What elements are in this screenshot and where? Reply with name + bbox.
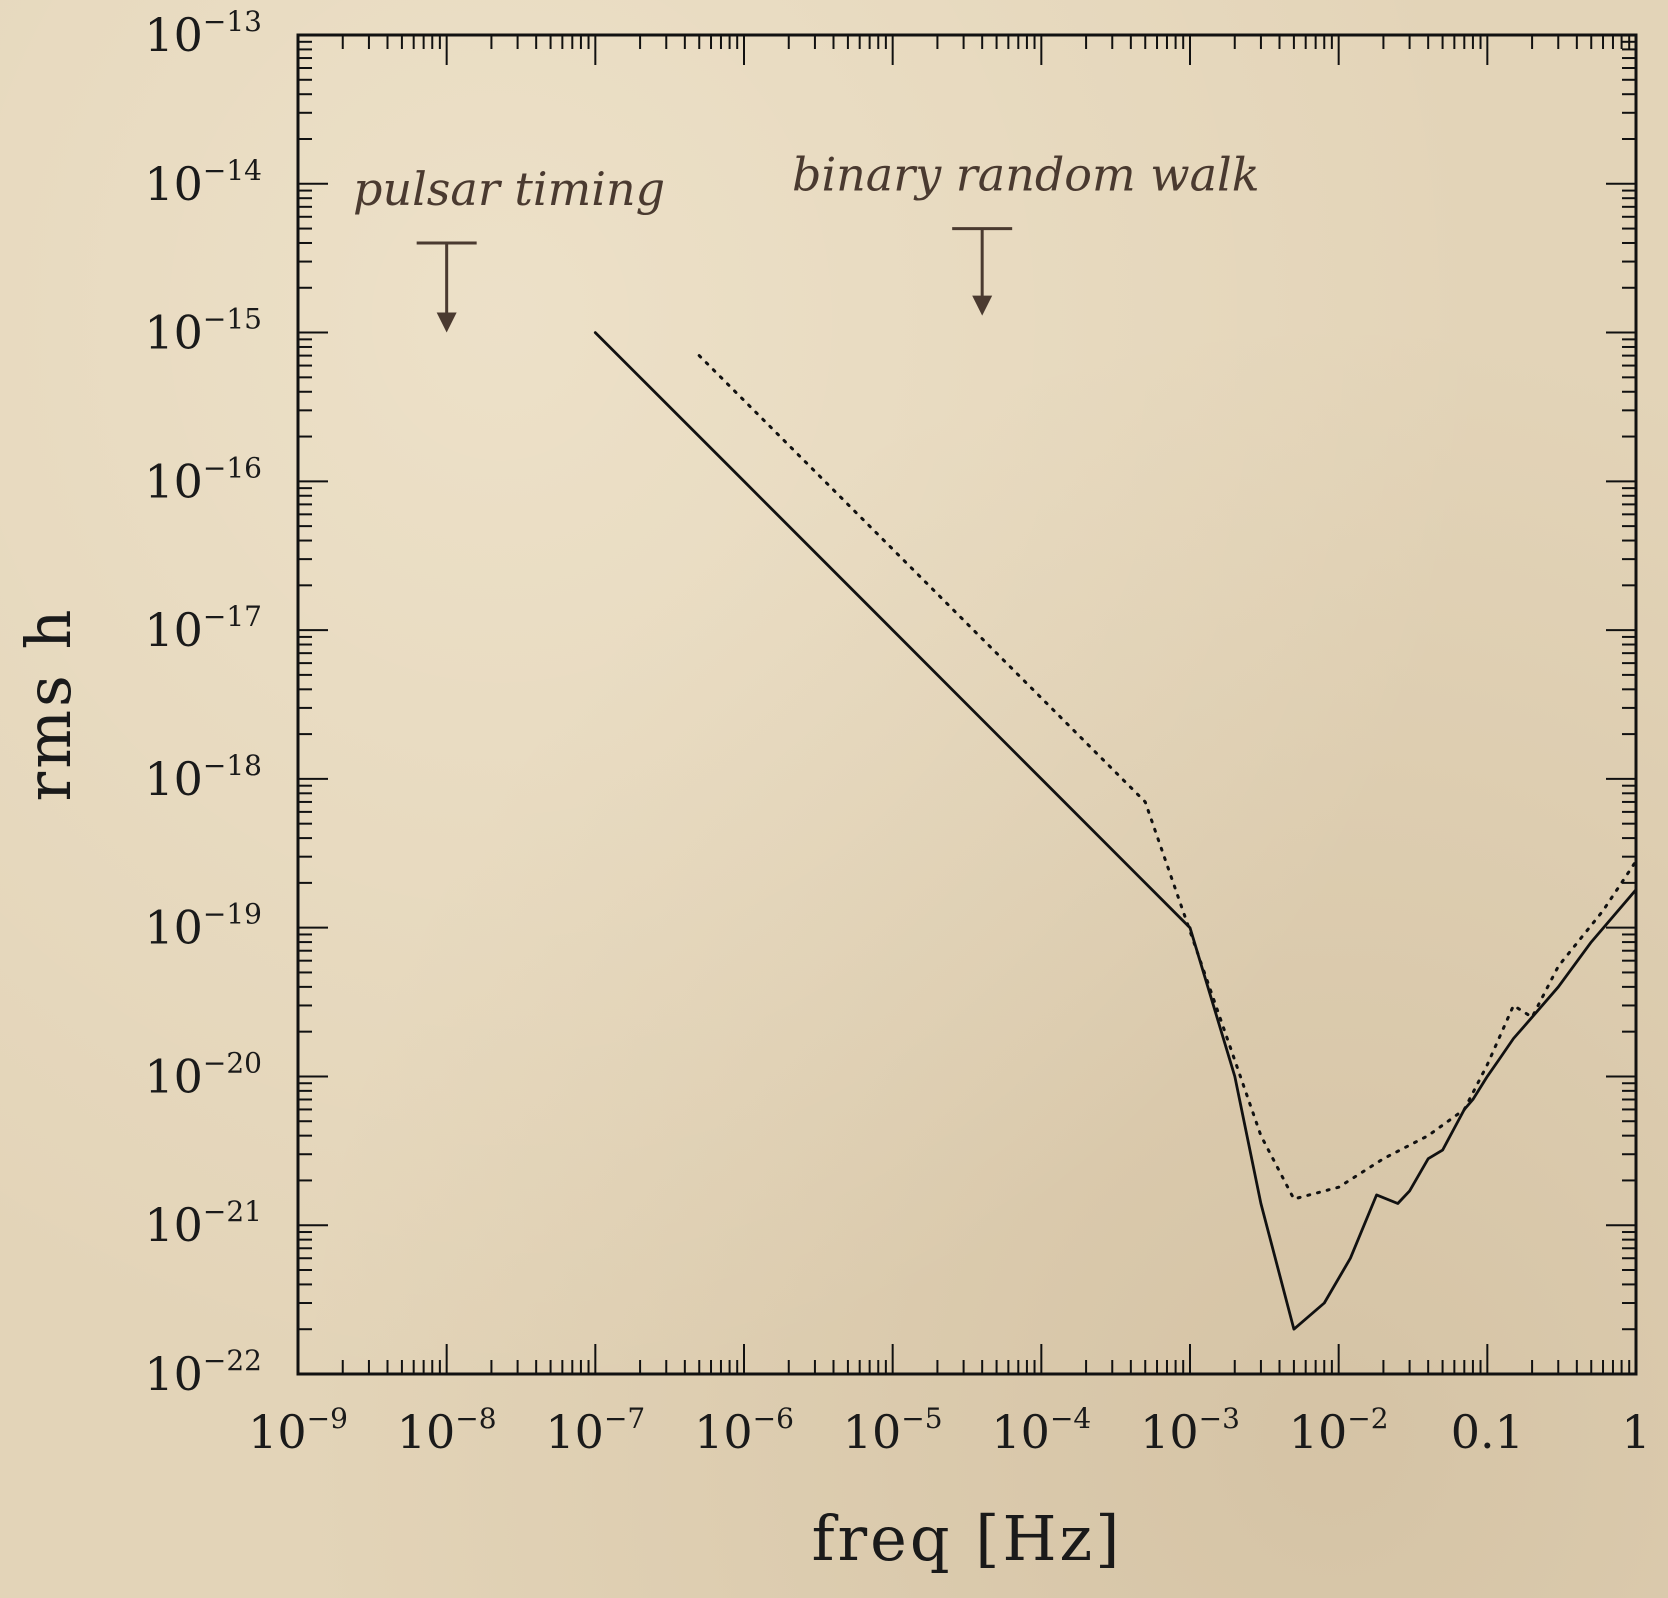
x-tick-label: 10−7 — [545, 1402, 645, 1459]
limit-arrow-head — [436, 312, 457, 333]
x-tick-label: 10−3 — [1140, 1402, 1240, 1459]
series-layer — [593, 331, 1638, 1331]
y-tick-label: 10−19 — [144, 898, 262, 955]
x-tick-label: 0.1 — [1451, 1405, 1524, 1459]
plot-frame — [296, 33, 1638, 1376]
x-axis-label: freq [Hz] — [812, 1502, 1123, 1575]
x-tick-label: 10−8 — [397, 1402, 497, 1459]
axis-ticks — [297, 35, 1636, 1375]
x-tick-label: 1 — [1621, 1405, 1650, 1459]
y-axis-label: rms h — [12, 607, 85, 802]
series-dotted-line — [697, 354, 1638, 1201]
x-tick-label: 10−5 — [843, 1402, 943, 1459]
y-tick-label: 10−14 — [144, 154, 262, 211]
y-tick-label: 10−16 — [144, 451, 262, 508]
y-tick-label: 10−15 — [144, 303, 262, 360]
y-tick-label: 10−22 — [144, 1344, 262, 1401]
limit-arrow-head — [972, 295, 993, 316]
series-solid-line — [593, 331, 1638, 1331]
x-tick-label: 10−6 — [694, 1402, 794, 1459]
y-tick-label: 10−13 — [144, 5, 262, 62]
y-tick-labels: 10−13 10−14 10−15 10−16 10−17 10−18 10−19 10−20… — [144, 5, 262, 1401]
y-tick-label: 10−20 — [144, 1046, 262, 1103]
x-tick-label: 10−9 — [248, 1402, 348, 1459]
x-tick-label: 10−2 — [1289, 1402, 1389, 1459]
annotation-label: pulsar timing — [353, 162, 665, 216]
annotation-label: binary random walk — [792, 148, 1260, 202]
x-tick-label: 10−4 — [991, 1402, 1091, 1459]
x-tick-labels: 10−9 10−8 10−7 10−6 10−5 10−4 10−3 10−2 0.1 1 — [248, 1402, 1651, 1459]
annotation-layer: pulsar timing binary random walk — [353, 148, 1260, 333]
y-tick-label: 10−18 — [144, 749, 262, 806]
y-tick-label: 10−21 — [144, 1195, 262, 1252]
y-tick-label: 10−17 — [144, 600, 262, 657]
